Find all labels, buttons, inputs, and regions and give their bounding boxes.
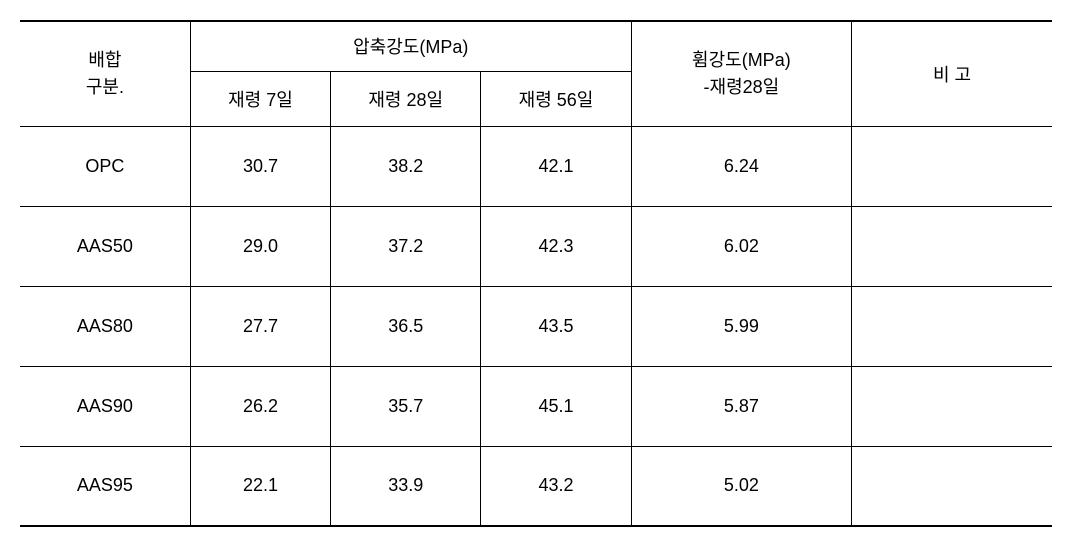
cell-mix: AAS50 <box>20 206 190 286</box>
cell-day28: 35.7 <box>331 366 481 446</box>
header-flexural-line2: -재령28일 <box>704 77 780 97</box>
table-row: AAS95 22.1 33.9 43.2 5.02 <box>20 446 1052 526</box>
cell-note <box>852 446 1052 526</box>
cell-note <box>852 126 1052 206</box>
cell-day56: 42.1 <box>481 126 631 206</box>
cell-mix: OPC <box>20 126 190 206</box>
strength-table-container: 배합 구분. 압축강도(MPa) 휨강도(MPa) -재령28일 비 고 재령 … <box>20 20 1052 527</box>
header-day28: 재령 28일 <box>331 71 481 126</box>
table-header: 배합 구분. 압축강도(MPa) 휨강도(MPa) -재령28일 비 고 재령 … <box>20 21 1052 126</box>
cell-mix: AAS95 <box>20 446 190 526</box>
header-flexural-line1: 휨강도(MPa) <box>692 50 791 70</box>
table-row: AAS50 29.0 37.2 42.3 6.02 <box>20 206 1052 286</box>
cell-flexural: 6.02 <box>631 206 851 286</box>
cell-day56: 42.3 <box>481 206 631 286</box>
cell-note <box>852 286 1052 366</box>
cell-flexural: 5.87 <box>631 366 851 446</box>
cell-day7: 29.0 <box>190 206 330 286</box>
header-day56: 재령 56일 <box>481 71 631 126</box>
cell-note <box>852 366 1052 446</box>
cell-day56: 45.1 <box>481 366 631 446</box>
header-mix-line1: 배합 <box>88 50 121 70</box>
header-mix: 배합 구분. <box>20 21 190 126</box>
cell-day56: 43.2 <box>481 446 631 526</box>
cell-day7: 26.2 <box>190 366 330 446</box>
cell-day28: 33.9 <box>331 446 481 526</box>
cell-mix: AAS90 <box>20 366 190 446</box>
cell-flexural: 5.99 <box>631 286 851 366</box>
table-row: OPC 30.7 38.2 42.1 6.24 <box>20 126 1052 206</box>
cell-day28: 37.2 <box>331 206 481 286</box>
cell-day28: 38.2 <box>331 126 481 206</box>
header-compressive-group: 압축강도(MPa) <box>190 21 631 71</box>
cell-note <box>852 206 1052 286</box>
cell-day7: 22.1 <box>190 446 330 526</box>
strength-table: 배합 구분. 압축강도(MPa) 휨강도(MPa) -재령28일 비 고 재령 … <box>20 20 1052 527</box>
cell-day7: 27.7 <box>190 286 330 366</box>
cell-flexural: 5.02 <box>631 446 851 526</box>
cell-mix: AAS80 <box>20 286 190 366</box>
cell-day7: 30.7 <box>190 126 330 206</box>
table-row: AAS90 26.2 35.7 45.1 5.87 <box>20 366 1052 446</box>
cell-day28: 36.5 <box>331 286 481 366</box>
header-mix-line2: 구분. <box>86 77 124 97</box>
header-day7: 재령 7일 <box>190 71 330 126</box>
table-body: OPC 30.7 38.2 42.1 6.24 AAS50 29.0 37.2 … <box>20 126 1052 526</box>
header-note: 비 고 <box>852 21 1052 126</box>
table-row: AAS80 27.7 36.5 43.5 5.99 <box>20 286 1052 366</box>
cell-flexural: 6.24 <box>631 126 851 206</box>
cell-day56: 43.5 <box>481 286 631 366</box>
header-flexural: 휨강도(MPa) -재령28일 <box>631 21 851 126</box>
